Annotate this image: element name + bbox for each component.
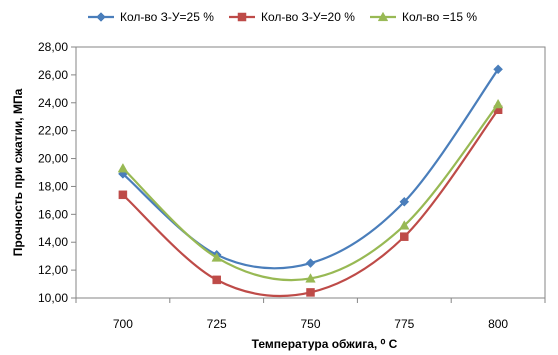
legend-label: Кол-во =15 %	[402, 10, 477, 24]
series-2	[118, 105, 503, 298]
data-point	[305, 273, 316, 283]
y-tick-label: 28,00	[38, 40, 68, 54]
x-tick-label: 775	[394, 317, 414, 331]
data-point	[492, 98, 504, 109]
data-point	[117, 163, 129, 173]
y-tick-label: 10,00	[38, 291, 68, 305]
y-tick-label: 18,00	[38, 179, 68, 193]
x-axis-title: Температура обжига, ⁰ С	[252, 337, 398, 351]
legend-label: Кол-во З-У=20 %	[261, 10, 355, 24]
y-axis-title: Прочность при сжатии, МПа	[11, 88, 25, 256]
series-line	[122, 109, 499, 298]
x-tick-label: 700	[113, 317, 133, 331]
y-tick-label: 26,00	[38, 68, 68, 82]
legend-item-3: Кол-во =15 %	[370, 10, 477, 24]
y-tick-label: 12,00	[38, 263, 68, 277]
x-tick-label: 750	[300, 317, 320, 331]
x-tick-label: 800	[488, 317, 508, 331]
data-point	[493, 64, 503, 75]
axes: 10,00 12,00 14,00 16,00 18,00 20,00 22,00 24,00…	[38, 40, 546, 331]
legend-marker	[237, 12, 247, 22]
data-point	[211, 252, 222, 262]
series-line	[122, 68, 499, 270]
y-tick-label: 14,00	[38, 235, 68, 249]
plot-area	[75, 46, 546, 299]
legend-item-2: Кол-во З-У=20 %	[229, 10, 355, 24]
y-tick-label: 20,00	[38, 152, 68, 166]
series-3	[117, 98, 504, 283]
data-point	[305, 258, 316, 268]
legend: Кол-во З-У=25 % Кол-во З-У=20 % Кол-во =15…	[88, 10, 477, 24]
data-point	[306, 288, 315, 297]
data-point	[118, 190, 128, 200]
legend-item-1: Кол-во З-У=25 %	[88, 10, 214, 24]
series-layer	[117, 64, 504, 298]
series-1	[118, 64, 503, 270]
data-point	[212, 275, 221, 285]
x-tick-label: 725	[207, 317, 227, 331]
y-tick-label: 24,00	[38, 96, 68, 110]
legend-label: Кол-во З-У=25 %	[120, 10, 214, 24]
data-point	[399, 196, 410, 207]
y-tick-label: 16,00	[38, 207, 68, 221]
legend-marker	[96, 12, 106, 22]
y-tick-label: 22,00	[38, 124, 68, 138]
legend-marker	[377, 11, 389, 22]
data-point	[399, 220, 410, 230]
data-point	[400, 232, 409, 241]
